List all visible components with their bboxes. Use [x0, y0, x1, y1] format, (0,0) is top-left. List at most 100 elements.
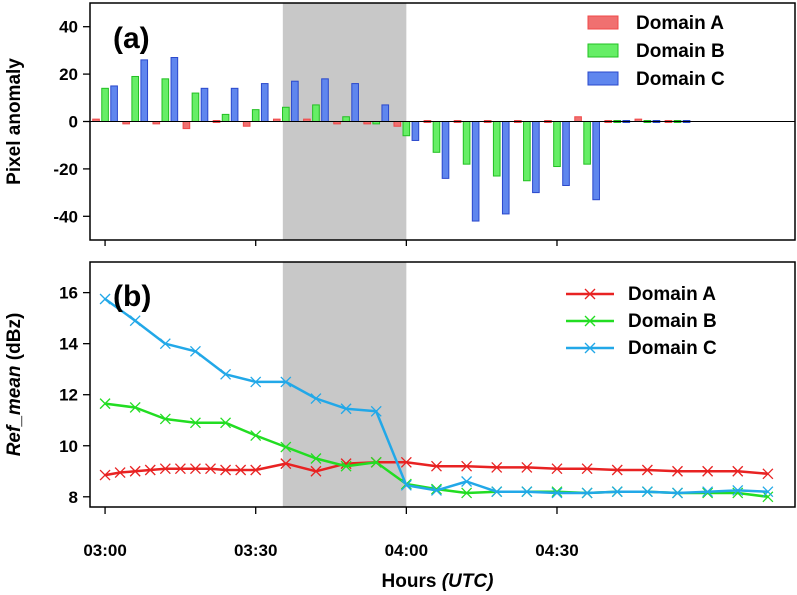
legend-a-label-domain-a: Domain A	[636, 13, 724, 34]
bar-domain-a-3	[182, 121, 191, 130]
bar-domain-b-1	[131, 75, 140, 122]
marker-domain-c-2	[159, 338, 171, 350]
marker-domain-a-1	[114, 467, 126, 479]
bar-domain-b-10	[402, 121, 411, 137]
marker-domain-a-4	[159, 463, 171, 475]
marker-domain-b-12	[461, 487, 473, 499]
legend-a-swatch-domain-b	[587, 43, 619, 58]
bar-domain-b-3	[191, 92, 200, 122]
bar-domain-a-10	[393, 121, 402, 127]
marker-domain-c-4	[220, 368, 232, 380]
bar-domain-b-16	[583, 121, 591, 165]
marker-domain-b-8	[340, 460, 352, 472]
marker-domain-b-9	[370, 456, 382, 468]
bar-domain-b-12	[462, 121, 471, 165]
marker-domain-a-5	[174, 463, 186, 475]
marker-domain-c-10	[400, 479, 412, 491]
marker-domain-b-2	[159, 413, 171, 425]
bar-domain-c-12	[471, 121, 480, 222]
y-axis-label-a: Pixel anomaly	[4, 58, 25, 185]
marker-domain-a-19	[521, 461, 533, 473]
line-domain-b	[104, 402, 769, 499]
marker-domain-a-6	[189, 463, 201, 475]
bar-domain-b-14	[523, 121, 531, 182]
marker-domain-c-15	[551, 487, 563, 499]
legend-b-label-domain-c: Domain C	[628, 338, 717, 359]
x-axis-title-unit: (UTC)	[442, 571, 494, 592]
x-ticks-a	[104, 240, 558, 246]
bar-domain-c-1	[140, 59, 149, 122]
y-tick-label-b-14: 14	[59, 335, 78, 354]
legend-b: Domain A Domain B Domain C	[566, 284, 717, 359]
marker-domain-b-6	[280, 441, 292, 453]
marker-domain-c-13	[491, 486, 503, 498]
line-domain-a	[104, 461, 769, 477]
bar-domain-c-15	[562, 121, 570, 186]
panel-label-a: (a)	[113, 22, 150, 55]
marker-domain-a-25	[702, 465, 714, 477]
marker-domain-a-2	[129, 465, 141, 477]
y-tick-label-a-20: 20	[59, 65, 78, 84]
bar-domain-c-13	[501, 121, 510, 215]
y-axis-label-b: Ref_mean (dBz)	[4, 313, 25, 457]
marker-domain-a-7	[205, 463, 216, 475]
marker-domain-a-11	[280, 458, 292, 470]
bar-domain-c-8	[351, 83, 359, 122]
y-tick-label-a-0: 0	[69, 113, 78, 132]
marker-domain-a-16	[431, 460, 442, 472]
bar-domain-c-5	[260, 83, 269, 122]
marker-domain-b-1	[129, 402, 141, 413]
marker-domain-c-7	[310, 393, 322, 404]
bar-domain-c-10	[411, 121, 420, 141]
marker-domain-a-15	[400, 456, 412, 468]
y-axis-label-b-unit: (dBz)	[4, 313, 25, 366]
marker-domain-b-0	[99, 398, 111, 410]
y-tick-label-b-8: 8	[69, 488, 78, 507]
bar-domain-a-16	[574, 116, 582, 123]
y-tick-label-b-16: 16	[59, 284, 78, 303]
bar-domain-c-16	[592, 121, 600, 201]
panel-label-b: (b)	[113, 280, 151, 313]
marker-domain-a-22	[611, 464, 623, 476]
marker-domain-b-22	[762, 491, 774, 503]
marker-domain-c-3	[189, 345, 201, 357]
marker-domain-c-9	[370, 405, 382, 417]
bar-domain-c-3	[200, 87, 209, 122]
bar-domain-b-11	[432, 121, 441, 153]
marker-domain-a-24	[672, 465, 683, 477]
marker-domain-a-9	[235, 464, 247, 476]
marker-domain-c-16	[581, 487, 593, 499]
marker-domain-a-20	[551, 463, 563, 475]
y-tick-label-a-40: 40	[59, 18, 78, 37]
marker-domain-c-6	[280, 376, 292, 388]
y-tick-label-b-10: 10	[59, 437, 78, 456]
marker-domain-b-4	[220, 417, 232, 429]
marker-domain-c-5	[250, 376, 262, 388]
marker-domain-b-3	[189, 417, 201, 429]
x-axis-title-main: Hours	[382, 571, 442, 592]
bar-domain-b-15	[553, 121, 561, 168]
y-axis-label-b-italic: Ref_mean	[4, 365, 25, 456]
marker-domain-a-23	[641, 464, 653, 476]
marker-domain-c-21	[732, 484, 744, 496]
x-tick-label-0: 03:00	[83, 541, 126, 560]
plot-frame-b	[89, 261, 796, 508]
bar-domain-c-14	[532, 121, 540, 194]
bar-domain-b-8	[342, 116, 350, 123]
marker-domain-a-8	[220, 464, 232, 476]
y-ticks-a: -40 -20 0 20 40	[53, 18, 90, 226]
bar-domain-c-11	[441, 121, 450, 179]
marker-domain-c-22	[762, 486, 774, 498]
marker-domain-a-26	[732, 465, 744, 477]
marker-domain-a-18	[491, 461, 503, 473]
bar-domain-b-2	[161, 78, 170, 122]
marker-domain-c-19	[672, 487, 683, 499]
bar-domain-c-2	[170, 57, 179, 122]
marker-domain-c-12	[461, 476, 473, 487]
marker-domain-a-21	[581, 463, 593, 475]
marker-domain-c-11	[431, 484, 442, 496]
x-ticks-b: 03:00 03:30 04:00 04:30	[83, 507, 579, 560]
bar-domain-b-4	[221, 113, 230, 122]
lines-group	[99, 293, 774, 503]
